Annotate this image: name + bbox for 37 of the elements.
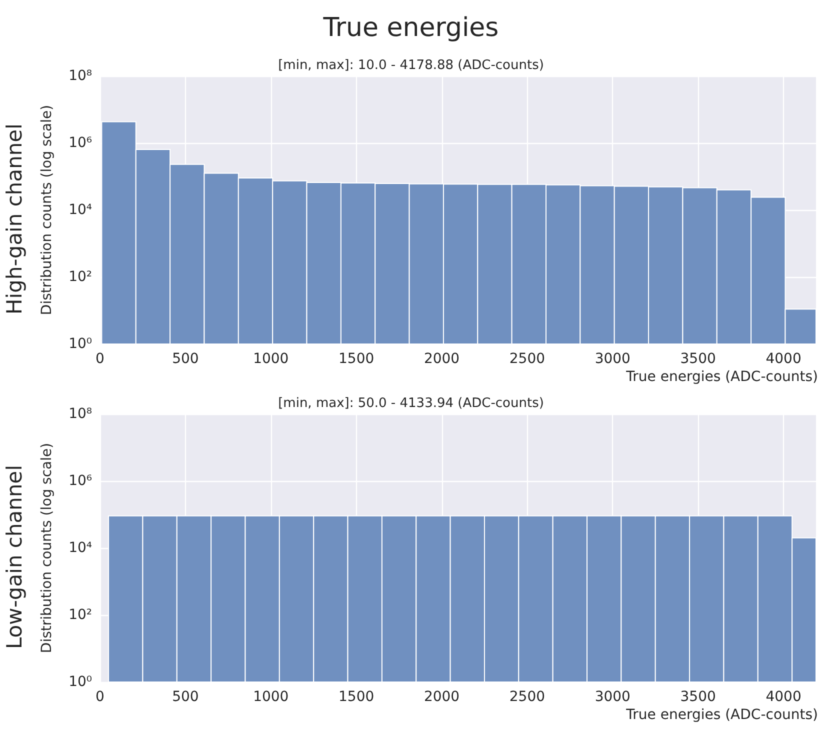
x-tick-label: 500	[172, 351, 199, 367]
y-tick-label: 10⁰	[68, 674, 92, 690]
x-tick-label: 1500	[338, 351, 374, 367]
x-tick-label: 2500	[509, 689, 546, 705]
y-tick-label: 10⁶	[68, 135, 92, 151]
x-tick-label: 1000	[253, 351, 289, 367]
y-tick-label: 10⁸	[68, 68, 92, 84]
y-tick-label: 10⁶	[68, 473, 92, 489]
x-tick-label: 2000	[424, 351, 460, 367]
y-tick-label: 10⁴	[68, 202, 92, 218]
chart-subtitle: [min, max]: 50.0 - 4133.94 (ADC-counts)	[278, 396, 544, 411]
x-tick-label: 1000	[253, 689, 289, 705]
x-axis-title: True energies (ADC-counts)	[625, 369, 818, 385]
text: Low-gain channel	[2, 464, 26, 650]
x-tick-label: 2000	[424, 689, 460, 705]
y-tick-label: 10²	[68, 269, 92, 285]
x-tick-label: 0	[96, 351, 104, 367]
chart-subtitle: [min, max]: 10.0 - 4178.88 (ADC-counts)	[278, 58, 544, 73]
x-tick-label: 3500	[680, 351, 716, 367]
y-tick-label: 10⁰	[68, 336, 92, 352]
x-tick-label: 0	[96, 689, 104, 705]
y-axis-title: Distribution counts (log scale)	[39, 104, 55, 316]
y-tick-label: 10²	[68, 607, 92, 623]
y-tick-label: 10⁴	[68, 540, 92, 556]
x-tick-label: 3500	[680, 689, 716, 705]
y-axis-title: Distribution counts (log scale)	[39, 442, 55, 654]
x-tick-label: 4000	[766, 351, 802, 367]
x-tick-label: 4000	[766, 689, 802, 705]
text: High-gain channel	[2, 124, 26, 314]
x-tick-label: 3000	[594, 351, 630, 367]
y-tick-label: 10⁸	[68, 406, 92, 422]
x-tick-label: 3000	[594, 689, 630, 705]
x-axis-title: True energies (ADC-counts)	[625, 707, 818, 723]
x-tick-label: 2500	[509, 351, 546, 367]
chart-title: True energies	[322, 12, 500, 45]
x-tick-label: 1500	[338, 689, 374, 705]
x-tick-label: 500	[172, 689, 199, 705]
